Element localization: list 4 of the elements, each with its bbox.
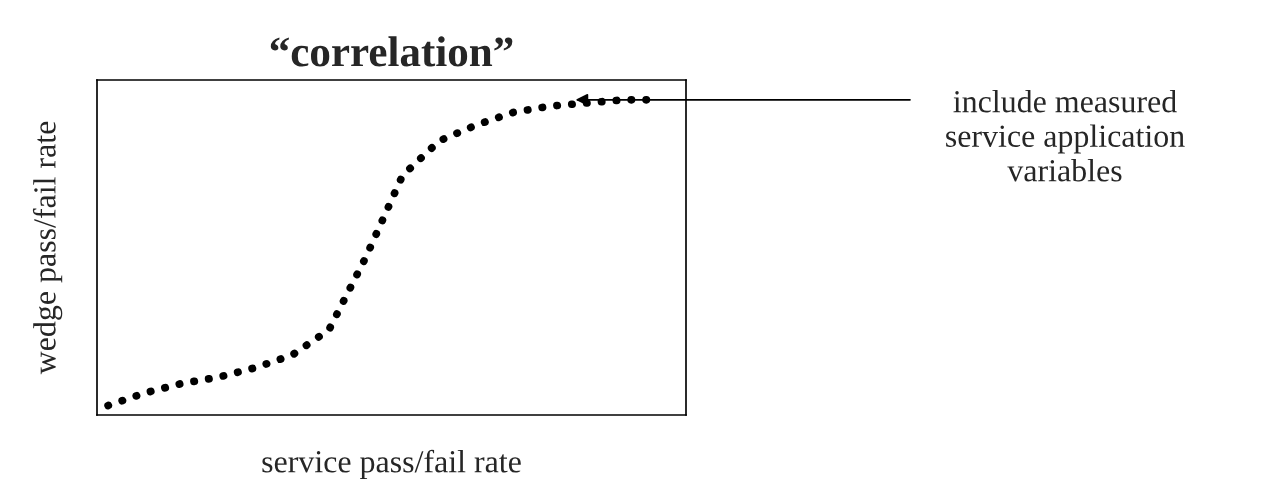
y-axis-title: wedge pass/fail rate	[32, 121, 63, 375]
x-axis-title: service pass/fail rate	[262, 449, 521, 480]
chart-title: “correlation”	[270, 36, 513, 67]
text: include measured service application variables	[946, 90, 1185, 182]
